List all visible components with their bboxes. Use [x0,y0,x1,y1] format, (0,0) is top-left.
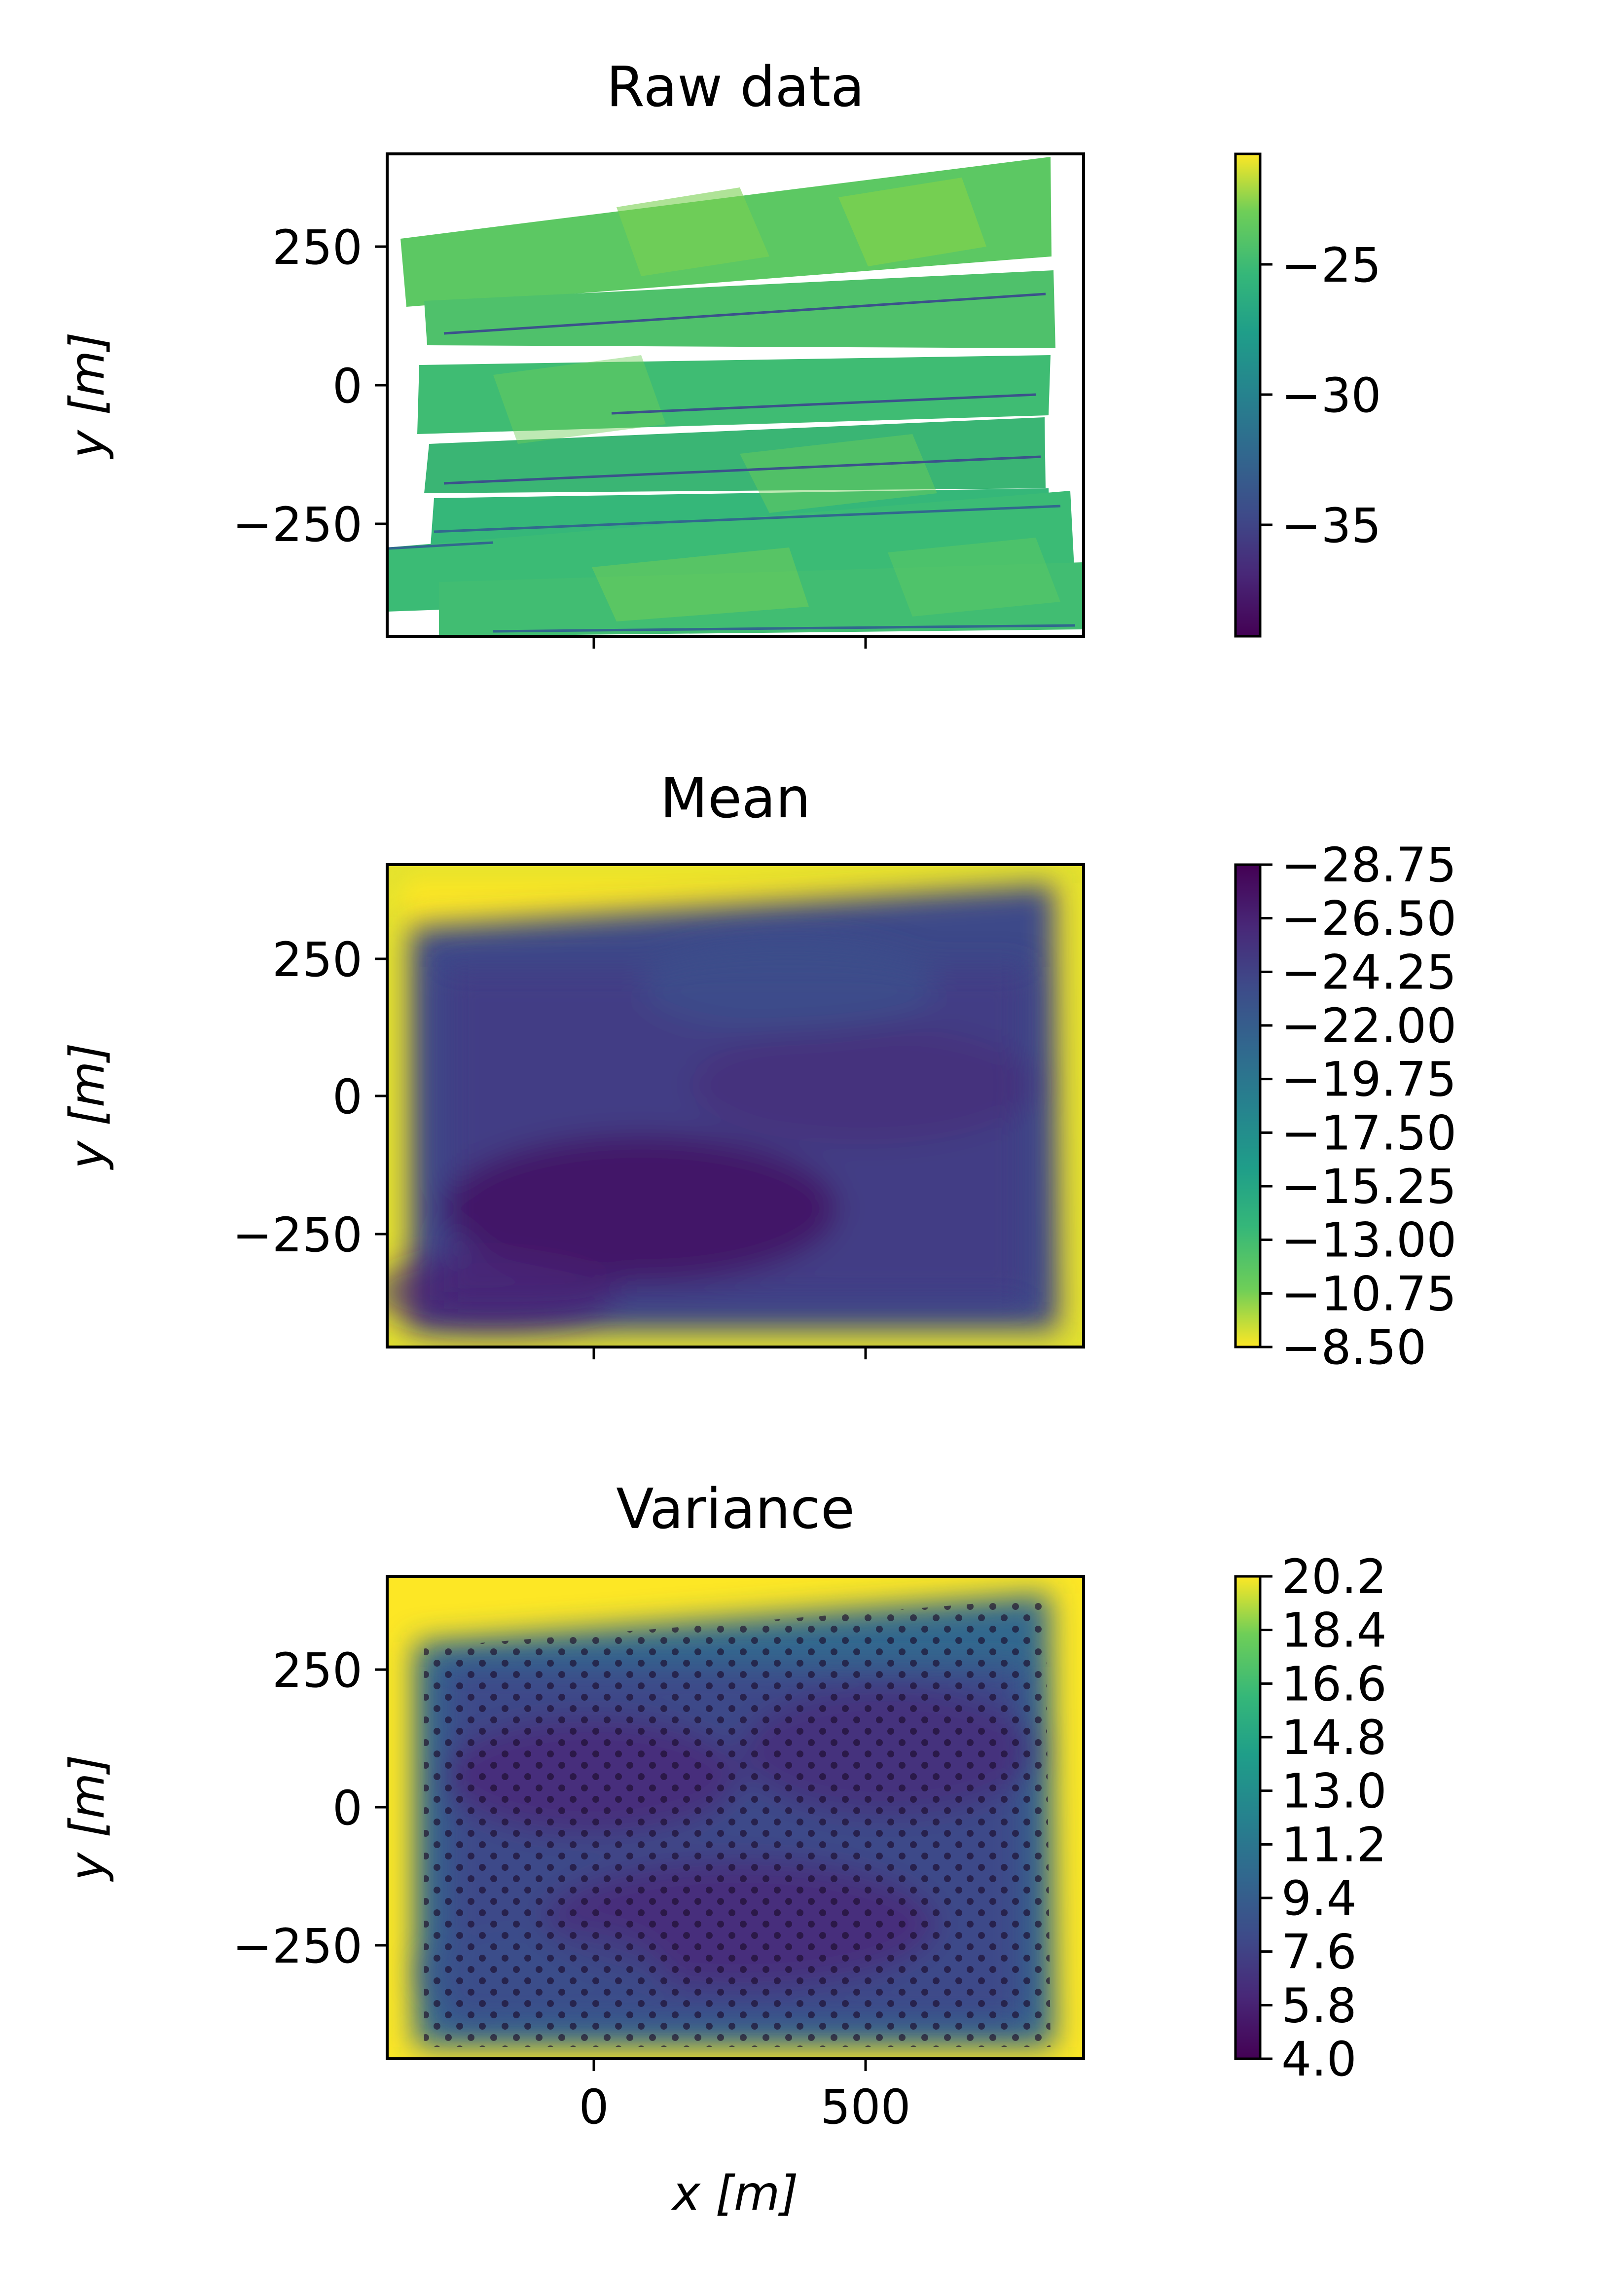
colorbar: −28.75−26.50−24.25−22.00−19.75−17.50−15.… [1234,838,1456,1375]
x-axis-label: x [m] [671,2166,798,2221]
y-axis: 250 0 −250 y [m] [60,220,387,552]
panel-title: Variance [616,1477,855,1541]
axes-frame [386,1575,1085,2060]
x-tick-label: 500 [820,2079,910,2135]
y-tick-label: 250 [272,220,363,275]
heatmap-image [387,865,1084,1347]
colorbar-tick-label: −13.00 [1281,1213,1456,1268]
y-tick-label: −250 [232,497,363,552]
colorbar-tick-label: −24.25 [1281,945,1456,1000]
colorbar-tick-label: −25 [1281,238,1381,293]
heatmap-image [387,1576,1084,2059]
panel-raw-data: Raw data [60,55,1381,649]
x-axis [592,636,867,649]
observation-dots [424,1598,1051,2047]
colorbar-tick-label: 14.8 [1281,1710,1387,1765]
y-tick-label: −250 [232,1207,363,1263]
axes-frame [386,152,1085,638]
y-axis-label: y [m] [60,1754,115,1882]
colorbar-tick-label: −10.75 [1281,1266,1456,1321]
panel-title: Raw data [606,55,864,119]
colorbar-tick-label: 7.6 [1281,1925,1357,1980]
colorbar-tick-label: 9.4 [1281,1871,1357,1926]
colorbar-tick-label: −8.50 [1281,1320,1426,1375]
colorbar-tick-label: 18.4 [1281,1603,1387,1658]
y-axis: 250 0 −250 y [m] [60,932,387,1263]
colorbar: 20.218.416.614.813.011.29.47.65.84.0 [1234,1549,1387,2087]
survey-swath-strips [387,157,1083,636]
colorbar-tick-label: −35 [1281,498,1381,553]
colorbar-tick-label: 13.0 [1281,1764,1387,1819]
panel-title: Mean [660,766,810,831]
colorbar-tick-label: 16.6 [1281,1656,1387,1712]
y-tick-label: 0 [332,1781,363,1836]
y-tick-label: 0 [332,359,363,414]
colorbar-tick-label: 20.2 [1281,1549,1387,1604]
colorbar-tick-label: −15.25 [1281,1159,1456,1214]
x-axis: 0 500 x [m] [579,2059,911,2221]
colorbar-tick-label: −28.75 [1281,838,1456,893]
x-tick-label: 0 [579,2079,609,2135]
x-axis [592,1347,867,1359]
colorbar-tick-label: 4.0 [1281,2032,1357,2087]
y-axis-label: y [m] [60,1043,115,1170]
axes-frame [386,863,1085,1348]
panel-mean: Mean 250 0 −250 y [m] [60,766,1456,1375]
colorbar-tick-label: −22.00 [1281,998,1456,1054]
y-tick-label: 250 [272,932,363,987]
y-axis-label: y [m] [60,332,115,460]
y-tick-label: −250 [232,1919,363,1974]
colorbar: −25 −30 −35 [1234,152,1381,638]
y-tick-label: 0 [332,1069,363,1125]
colorbar-tick-label: −30 [1281,368,1381,423]
y-axis: 250 0 −250 y [m] [60,1643,387,1974]
colorbar-tick-label: 11.2 [1281,1817,1387,1872]
colorbar-tick-label: −19.75 [1281,1052,1456,1107]
heatmap-image [387,154,1084,636]
colorbar-tick-label: −17.50 [1281,1105,1456,1161]
colorbar-tick-label: −26.50 [1281,891,1456,947]
y-tick-label: 250 [272,1643,363,1698]
panel-variance: Variance 250 0 −250 y [ [60,1477,1387,2221]
colorbar-tick-label: 5.8 [1281,1978,1357,2033]
